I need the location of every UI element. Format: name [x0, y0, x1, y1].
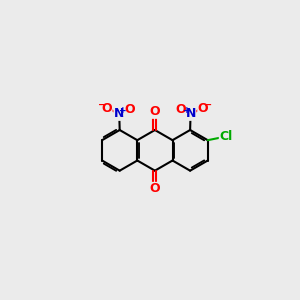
Text: O: O: [198, 102, 208, 115]
Text: N: N: [114, 107, 124, 120]
Text: O: O: [101, 102, 112, 115]
Text: O: O: [150, 182, 160, 196]
Text: O: O: [150, 105, 160, 118]
Text: N: N: [185, 107, 196, 120]
Text: −: −: [204, 100, 212, 110]
Text: +: +: [119, 106, 127, 115]
Text: O: O: [175, 103, 186, 116]
Text: O: O: [124, 103, 135, 116]
Text: −: −: [98, 100, 106, 110]
Text: Cl: Cl: [219, 130, 232, 143]
Text: +: +: [183, 106, 191, 115]
